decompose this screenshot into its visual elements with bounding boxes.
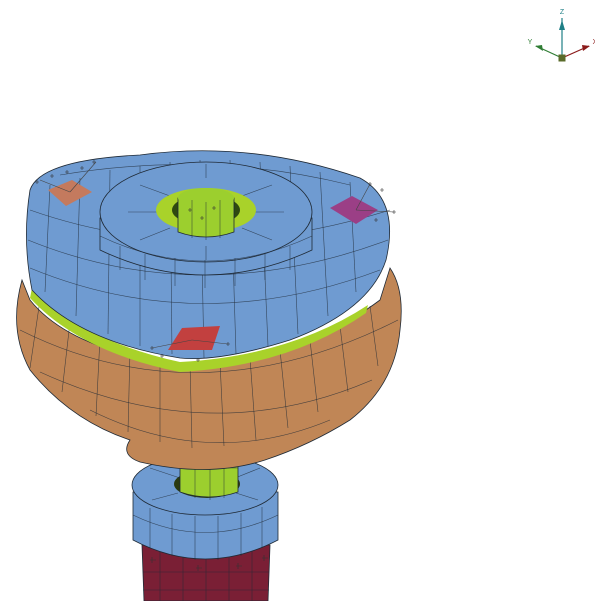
y-axis-arrow-icon: [535, 45, 543, 51]
z-axis-arrow-icon: [559, 20, 565, 30]
lower-collar-mesh: [132, 455, 279, 560]
y-axis-label: Y: [528, 39, 533, 46]
constraint-markers: [35, 160, 396, 571]
x-axis-arrow-icon: [582, 45, 590, 51]
mount-pad-right[interactable]: [330, 196, 378, 224]
z-axis-label: Z: [560, 9, 565, 16]
insulator-layer: [30, 288, 368, 372]
damper-tube-mesh: [143, 547, 269, 601]
axis-origin-icon: [558, 54, 566, 62]
rod-top-mesh: [191, 200, 221, 240]
mount-pad-front[interactable]: [168, 326, 220, 350]
axis-triad: Z Y X: [528, 9, 595, 62]
x-axis-label: X: [593, 39, 595, 46]
central-rod[interactable]: [156, 188, 256, 240]
rubber-bump-stop-mesh: [19, 299, 399, 449]
mount-pad-left[interactable]: [48, 180, 92, 206]
flange-boss-mesh: [99, 164, 313, 288]
